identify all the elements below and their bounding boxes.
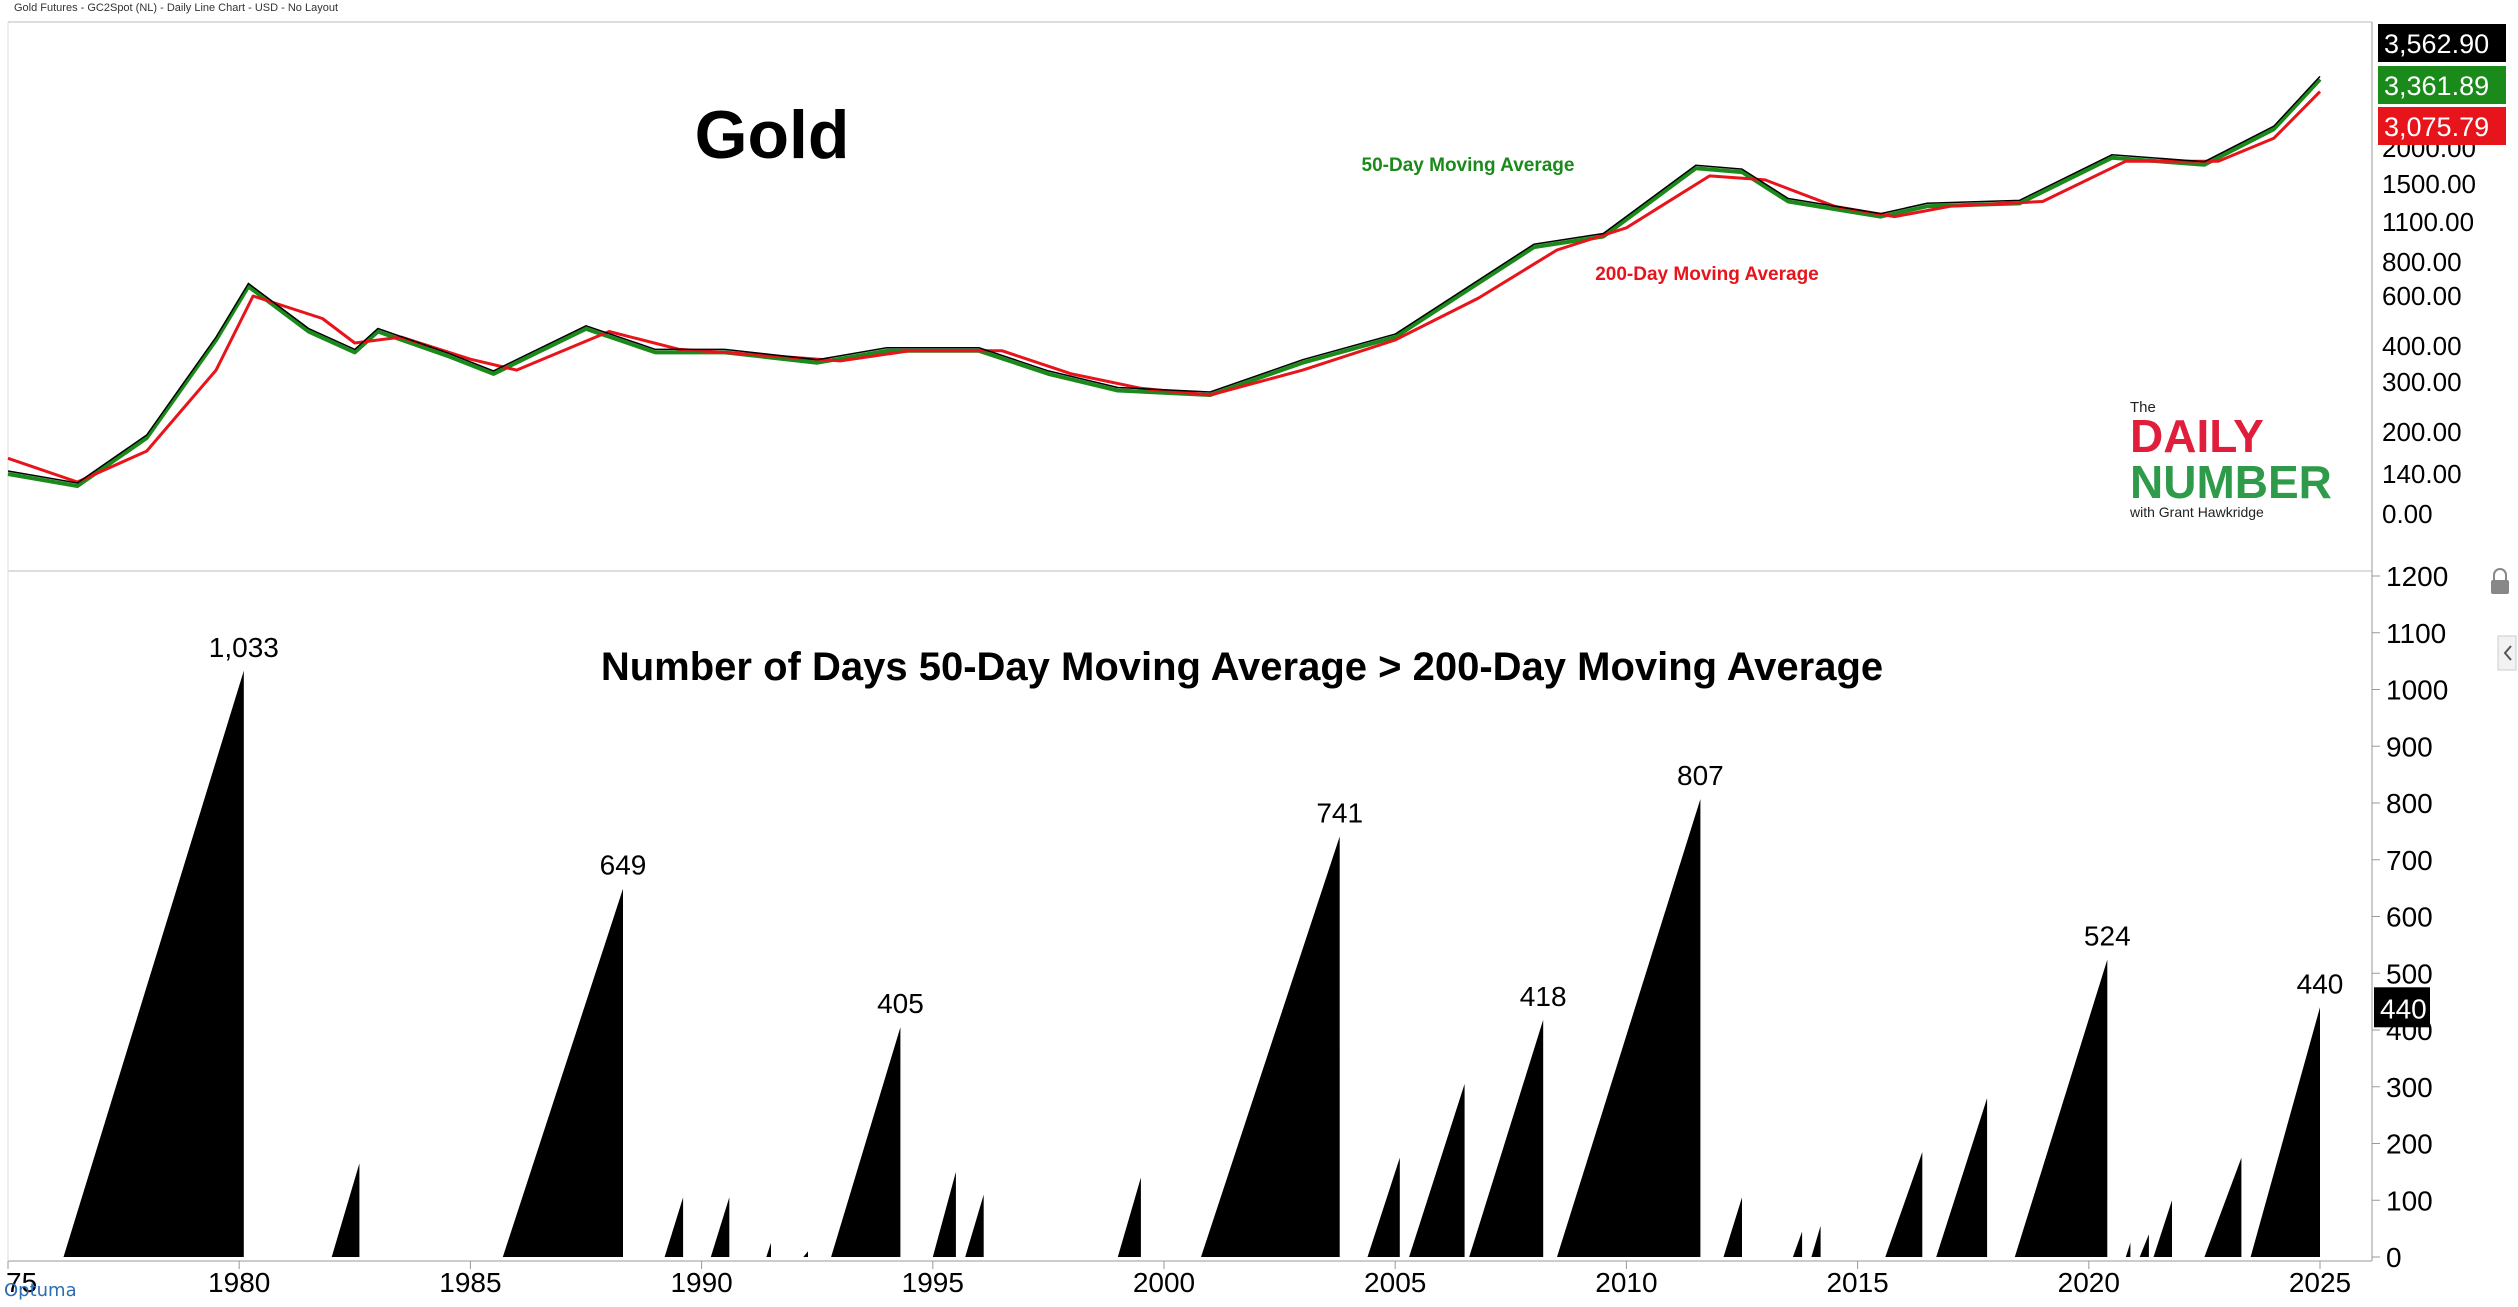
x-axis-ticks: 75 1980 1985 1990 1995 2000 2005 2010 2015 2020 20…: [6, 1261, 2351, 1298]
days-episode: [2125, 1242, 2131, 1257]
days-episode: [2153, 1200, 2172, 1257]
days-episode: [2139, 1234, 2149, 1257]
upper-title: Gold: [695, 97, 850, 173]
days-tick-label: 100: [2386, 1185, 2433, 1216]
days-episode: [2204, 1157, 2242, 1257]
days-episode: [1723, 1197, 1742, 1257]
days-tick-label: 600: [2386, 902, 2433, 933]
days-episode: [1117, 1177, 1141, 1257]
days-tick-label: 800: [2386, 788, 2433, 819]
days-tick-label: 900: [2386, 731, 2433, 762]
days-tick-label: 1100: [2386, 618, 2446, 649]
days-episode: [710, 1197, 730, 1257]
episode-peak-label: 418: [1520, 981, 1567, 1012]
x-tick-label: 2015: [1826, 1267, 1888, 1298]
price-tick-label: 200.00: [2382, 417, 2462, 447]
price-tick-label: 400.00: [2382, 331, 2462, 361]
days-episode: [331, 1163, 360, 1257]
days-tick-label: 200: [2386, 1129, 2433, 1160]
days-episode: [2250, 1007, 2320, 1257]
price-badge-value: 3,562.90: [2384, 29, 2489, 59]
days-episode: [1469, 1019, 1544, 1257]
price-badge-value: 3,361.89: [2384, 71, 2489, 101]
x-tick-label: 2000: [1133, 1267, 1195, 1298]
episode-peak-label: 1,033: [209, 632, 279, 663]
price-tick-label: 0.00: [2382, 499, 2433, 529]
days-episode: [965, 1194, 984, 1257]
price-badge: [2378, 66, 2506, 104]
price-badges: 3,562.90 3,361.89 3,075.79: [2378, 24, 2506, 145]
collapse-arrow-icon[interactable]: [2497, 635, 2517, 671]
ma200-label: 200-Day Moving Average: [1595, 264, 1819, 285]
days-tick-label: 1000: [2386, 675, 2448, 706]
price-panel: [7, 75, 2322, 488]
x-tick-label: 1985: [439, 1267, 501, 1298]
days-y-axis: 1200110010009008007006005004003002001000…: [2372, 561, 2448, 1273]
days-episode: [2014, 959, 2108, 1257]
days-episode: [63, 670, 244, 1257]
price-badge: [2378, 24, 2506, 62]
episode-peak-label: 524: [2084, 921, 2131, 952]
days-panel: 1,033 649 405 741 418 807 524 440: [63, 632, 2344, 1257]
episode-peak-label: 741: [1316, 797, 1363, 828]
current-days-value: 440: [2380, 993, 2427, 1024]
days-episode: [766, 1242, 771, 1257]
days-episode: [1936, 1098, 1988, 1257]
days-episode: [1367, 1157, 1400, 1257]
lock-icon[interactable]: [2491, 568, 2509, 594]
x-tick-label: 1990: [670, 1267, 732, 1298]
price-tick-label: 800.00: [2382, 247, 2462, 277]
days-tick-label: 1200: [2386, 561, 2448, 592]
logo-daily: DAILY: [2130, 410, 2264, 462]
x-tick-label: 2005: [1364, 1267, 1426, 1298]
days-episode: [1792, 1231, 1803, 1257]
episode-peak-label: 405: [877, 988, 924, 1019]
x-tick-label: 2025: [2289, 1267, 2351, 1298]
days-episode: [502, 888, 623, 1257]
days-episode: [1409, 1083, 1465, 1257]
days-tick-label: 500: [2386, 958, 2433, 989]
days-episode: [932, 1171, 956, 1257]
price-tick-label: 600.00: [2382, 281, 2462, 311]
optuma-brand: Optuma: [4, 1280, 77, 1301]
episode-peak-label: 807: [1677, 760, 1724, 791]
x-tick-label: 2010: [1595, 1267, 1657, 1298]
lower-title: Number of Days 50-Day Moving Average > 2…: [601, 645, 1883, 689]
x-tick-label: 75: [6, 1267, 37, 1298]
days-episode: [1885, 1152, 1923, 1257]
days-episode: [1811, 1225, 1821, 1257]
days-episode: [1557, 799, 1701, 1257]
x-tick-label: 1980: [208, 1267, 270, 1298]
price-tick-label: 140.00: [2382, 459, 2462, 489]
days-tick-label: 300: [2386, 1072, 2433, 1103]
days-tick-label: 0: [2386, 1242, 2402, 1273]
episode-peak-label: 649: [600, 850, 647, 881]
x-tick-label: 1995: [902, 1267, 964, 1298]
price-tick-label: 1500.00: [2382, 169, 2476, 199]
x-tick-label: 2020: [2058, 1267, 2120, 1298]
episode-peak-label: 440: [2297, 968, 2344, 999]
logo-tagline: with Grant Hawkridge: [2129, 504, 2264, 520]
days-tick-label: 700: [2386, 845, 2433, 876]
daily-number-logo: The DAILY NUMBER with Grant Hawkridge: [2129, 399, 2332, 520]
current-days-badge: [2374, 987, 2430, 1028]
days-episode: [664, 1197, 684, 1257]
price-tick-label: 300.00: [2382, 367, 2462, 397]
price-badge-value: 3,075.79: [2384, 112, 2489, 142]
days-episode: [831, 1027, 901, 1257]
logo-the: The: [2130, 399, 2156, 416]
price-line: [7, 75, 2321, 484]
price-badge: [2378, 107, 2506, 145]
chart-info-header: Gold Futures - GC2Spot (NL) - Daily Line…: [14, 2, 339, 14]
ma50-line: [7, 78, 2322, 488]
ma200-line: [7, 90, 2322, 484]
logo-number: NUMBER: [2130, 456, 2332, 508]
days-episode: [803, 1251, 808, 1257]
days-episode: [1201, 836, 1340, 1257]
price-tick-label: 1100.00: [2382, 207, 2474, 237]
price-y-axis: 2000.001500.001100.00800.00600.00400.003…: [2382, 133, 2476, 529]
optuma-brand-label: Optuma: [4, 1280, 77, 1301]
ma50-label: 50-Day Moving Average: [1362, 155, 1575, 176]
